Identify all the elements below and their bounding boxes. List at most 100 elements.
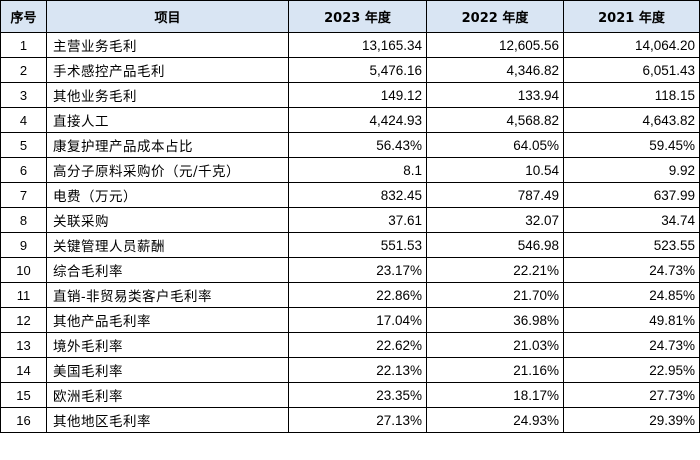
table-row: 10 综合毛利率 23.17% 22.21% 24.73% xyxy=(0,257,700,283)
table-row: 3 其他业务毛利 149.12 133.94 118.15 xyxy=(0,82,700,108)
cell-year-2021: 24.73% xyxy=(563,257,700,283)
cell-item: 关键管理人员薪酬 xyxy=(46,232,289,258)
table-row: 11 直销-非贸易类客户毛利率 22.86% 21.70% 24.85% xyxy=(0,282,700,308)
cell-year-2022: 21.16% xyxy=(426,357,564,383)
table-row: 4 直接人工 4,424.93 4,568.82 4,643.82 xyxy=(0,107,700,133)
table-row: 13 境外毛利率 22.62% 21.03% 24.73% xyxy=(0,332,700,358)
cell-year-2022: 133.94 xyxy=(426,82,564,108)
cell-year-2023: 8.1 xyxy=(288,157,427,183)
cell-year-2023: 149.12 xyxy=(288,82,427,108)
cell-item: 综合毛利率 xyxy=(46,257,289,283)
cell-year-2023: 5,476.16 xyxy=(288,57,427,83)
cell-item: 电费（万元） xyxy=(46,182,289,208)
cell-year-2021: 34.74 xyxy=(563,207,700,233)
table-row: 14 美国毛利率 22.13% 21.16% 22.95% xyxy=(0,357,700,383)
cell-year-2023: 22.62% xyxy=(288,332,427,358)
cell-year-2023: 4,424.93 xyxy=(288,107,427,133)
cell-year-2023: 551.53 xyxy=(288,232,427,258)
cell-year-2022: 32.07 xyxy=(426,207,564,233)
header-year-2023: 2023 年度 xyxy=(288,0,427,33)
table-row: 9 关键管理人员薪酬 551.53 546.98 523.55 xyxy=(0,232,700,258)
table-row: 6 高分子原料采购价（元/千克） 8.1 10.54 9.92 xyxy=(0,157,700,183)
table-row: 15 欧洲毛利率 23.35% 18.17% 27.73% xyxy=(0,382,700,408)
cell-seq: 3 xyxy=(0,82,47,108)
cell-item: 手术感控产品毛利 xyxy=(46,57,289,83)
table-body: 1 主营业务毛利 13,165.34 12,605.56 14,064.20 2 手术感控产… xyxy=(0,32,700,433)
cell-year-2023: 17.04% xyxy=(288,307,427,333)
cell-item: 其他地区毛利率 xyxy=(46,407,289,433)
cell-year-2022: 4,568.82 xyxy=(426,107,564,133)
header-year-2022: 2022 年度 xyxy=(426,0,564,33)
cell-year-2023: 27.13% xyxy=(288,407,427,433)
cell-year-2022: 22.21% xyxy=(426,257,564,283)
cell-seq: 11 xyxy=(0,282,47,308)
cell-item: 康复护理产品成本占比 xyxy=(46,132,289,158)
cell-item: 主营业务毛利 xyxy=(46,32,289,58)
header-year-2021: 2021 年度 xyxy=(563,0,700,33)
cell-year-2022: 24.93% xyxy=(426,407,564,433)
cell-seq: 10 xyxy=(0,257,47,283)
table-row: 16 其他地区毛利率 27.13% 24.93% 29.39% xyxy=(0,407,700,433)
cell-year-2021: 59.45% xyxy=(563,132,700,158)
cell-seq: 9 xyxy=(0,232,47,258)
cell-year-2023: 13,165.34 xyxy=(288,32,427,58)
cell-seq: 16 xyxy=(0,407,47,433)
cell-year-2022: 10.54 xyxy=(426,157,564,183)
cell-year-2022: 18.17% xyxy=(426,382,564,408)
cell-year-2023: 23.35% xyxy=(288,382,427,408)
cell-year-2022: 21.03% xyxy=(426,332,564,358)
cell-year-2023: 22.13% xyxy=(288,357,427,383)
cell-year-2021: 4,643.82 xyxy=(563,107,700,133)
cell-year-2021: 637.99 xyxy=(563,182,700,208)
cell-year-2023: 832.45 xyxy=(288,182,427,208)
cell-year-2021: 118.15 xyxy=(563,82,700,108)
cell-seq: 7 xyxy=(0,182,47,208)
header-seq: 序号 xyxy=(0,0,47,33)
cell-item: 境外毛利率 xyxy=(46,332,289,358)
cell-item: 直接人工 xyxy=(46,107,289,133)
cell-seq: 12 xyxy=(0,307,47,333)
cell-year-2021: 29.39% xyxy=(563,407,700,433)
data-table: 序号 项目 2023 年度 2022 年度 2021 年度 1 主营业务毛利 13,… xyxy=(0,0,700,433)
cell-seq: 4 xyxy=(0,107,47,133)
table-row: 12 其他产品毛利率 17.04% 36.98% 49.81% xyxy=(0,307,700,333)
cell-item: 其他业务毛利 xyxy=(46,82,289,108)
cell-year-2021: 49.81% xyxy=(563,307,700,333)
cell-seq: 15 xyxy=(0,382,47,408)
cell-item: 高分子原料采购价（元/千克） xyxy=(46,157,289,183)
cell-year-2022: 4,346.82 xyxy=(426,57,564,83)
cell-year-2023: 37.61 xyxy=(288,207,427,233)
cell-item: 其他产品毛利率 xyxy=(46,307,289,333)
table-header: 序号 项目 2023 年度 2022 年度 2021 年度 xyxy=(0,0,700,33)
cell-seq: 2 xyxy=(0,57,47,83)
cell-year-2022: 21.70% xyxy=(426,282,564,308)
cell-item: 直销-非贸易类客户毛利率 xyxy=(46,282,289,308)
cell-year-2023: 23.17% xyxy=(288,257,427,283)
cell-year-2022: 546.98 xyxy=(426,232,564,258)
cell-item: 关联采购 xyxy=(46,207,289,233)
cell-seq: 14 xyxy=(0,357,47,383)
table-row: 7 电费（万元） 832.45 787.49 637.99 xyxy=(0,182,700,208)
cell-year-2023: 22.86% xyxy=(288,282,427,308)
cell-year-2021: 22.95% xyxy=(563,357,700,383)
cell-item: 欧洲毛利率 xyxy=(46,382,289,408)
header-item: 项目 xyxy=(46,0,289,33)
cell-year-2021: 6,051.43 xyxy=(563,57,700,83)
cell-year-2022: 12,605.56 xyxy=(426,32,564,58)
cell-seq: 5 xyxy=(0,132,47,158)
table-row: 5 康复护理产品成本占比 56.43% 64.05% 59.45% xyxy=(0,132,700,158)
cell-item: 美国毛利率 xyxy=(46,357,289,383)
cell-year-2021: 523.55 xyxy=(563,232,700,258)
cell-seq: 13 xyxy=(0,332,47,358)
table-row: 8 关联采购 37.61 32.07 34.74 xyxy=(0,207,700,233)
table-row: 1 主营业务毛利 13,165.34 12,605.56 14,064.20 xyxy=(0,32,700,58)
cell-year-2022: 64.05% xyxy=(426,132,564,158)
cell-year-2021: 14,064.20 xyxy=(563,32,700,58)
cell-seq: 1 xyxy=(0,32,47,58)
cell-seq: 8 xyxy=(0,207,47,233)
cell-year-2021: 9.92 xyxy=(563,157,700,183)
cell-year-2021: 27.73% xyxy=(563,382,700,408)
cell-year-2022: 36.98% xyxy=(426,307,564,333)
table-row: 2 手术感控产品毛利 5,476.16 4,346.82 6,051.43 xyxy=(0,57,700,83)
cell-year-2022: 787.49 xyxy=(426,182,564,208)
